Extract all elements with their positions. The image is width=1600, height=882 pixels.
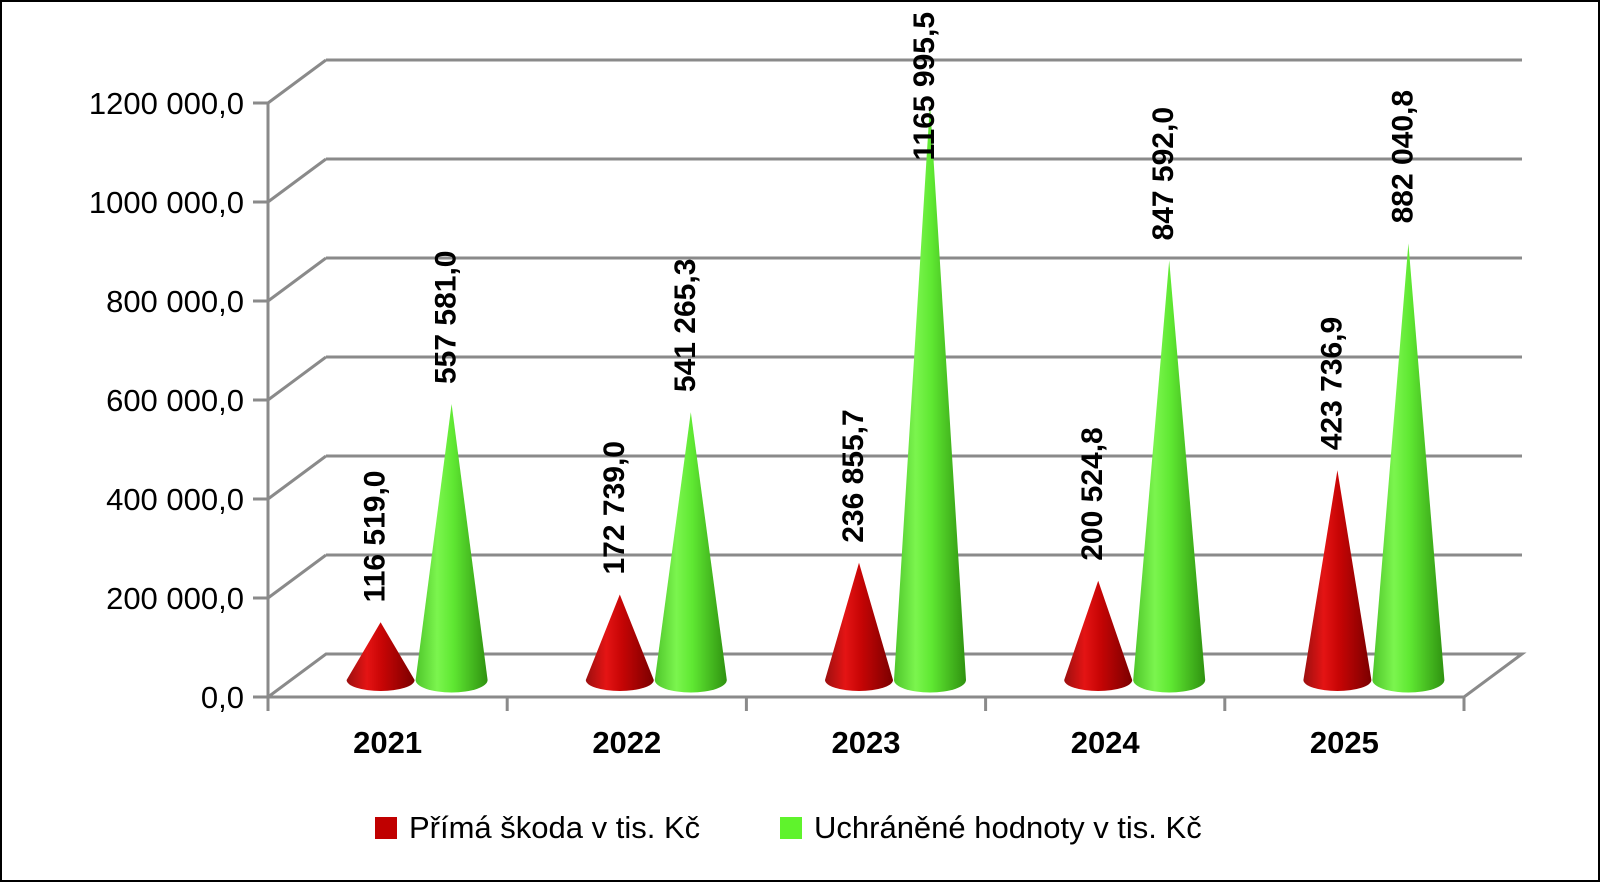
gridline-side — [267, 256, 327, 303]
cone-series0-2024 — [1064, 580, 1133, 691]
legend-label-prima-skoda: Přímá škoda v tis. Kč — [409, 810, 701, 845]
cone-series0-2023 — [825, 562, 893, 691]
x-axis-label-2021: 2021 — [353, 725, 422, 760]
gridline-side — [267, 157, 327, 204]
gridline-side — [267, 355, 327, 402]
data-label-series0-2022: 172 739,0 — [598, 441, 631, 574]
y-axis-label: 800 000,0 — [106, 284, 244, 319]
data-label-series1-2025: 882 040,8 — [1386, 90, 1419, 223]
cone-series1-2023 — [894, 102, 966, 693]
y-axis-label: 400 000,0 — [106, 482, 244, 517]
gridline-side — [267, 454, 327, 501]
legend-item-prima-skoda: Přímá škoda v tis. Kč — [375, 810, 701, 845]
legend-label-uchranene-hodnoty: Uchráněné hodnoty v tis. Kč — [814, 810, 1202, 845]
cone-series0-2021 — [346, 622, 415, 691]
data-label-series0-2021: 116 519,0 — [359, 471, 392, 603]
gridline-side — [267, 58, 327, 105]
cone-series0-2025 — [1303, 470, 1372, 691]
data-label-series1-2021: 557 581,0 — [430, 251, 463, 384]
y-axis-label: 600 000,0 — [106, 383, 244, 418]
y-axis-label: 1200 000,0 — [89, 86, 244, 121]
y-axis-label: 1000 000,0 — [89, 185, 244, 220]
cone-series1-2022 — [654, 412, 727, 693]
x-axis-label-2024: 2024 — [1071, 725, 1141, 760]
gridline-side — [267, 553, 327, 600]
cone-series1-2021 — [415, 404, 488, 693]
x-axis-label-2025: 2025 — [1310, 725, 1379, 760]
y-axis-label: 200 000,0 — [106, 581, 244, 616]
data-label-series1-2022: 541 265,3 — [669, 259, 702, 392]
cone-series1-2024 — [1133, 260, 1206, 693]
cone-series1-2025 — [1372, 243, 1445, 693]
y-axis-label: 0,0 — [201, 680, 244, 715]
legend-swatch-prima-skoda — [375, 817, 397, 839]
legend-item-uchranene-hodnoty: Uchráněné hodnoty v tis. Kč — [780, 810, 1202, 845]
data-label-series0-2023: 236 855,7 — [837, 409, 870, 542]
data-label-series0-2025: 423 736,9 — [1315, 317, 1348, 450]
x-axis-label-2022: 2022 — [592, 725, 661, 760]
cone-series0-2022 — [585, 594, 654, 691]
floor — [263, 652, 1527, 699]
x-axis-label-2023: 2023 — [832, 725, 901, 760]
legend-swatch-uchranene-hodnoty — [780, 817, 802, 839]
data-label-series0-2024: 200 524,8 — [1076, 427, 1109, 560]
data-label-series1-2023: 1165 995,5 — [908, 12, 941, 161]
data-label-series1-2024: 847 592,0 — [1147, 107, 1180, 240]
